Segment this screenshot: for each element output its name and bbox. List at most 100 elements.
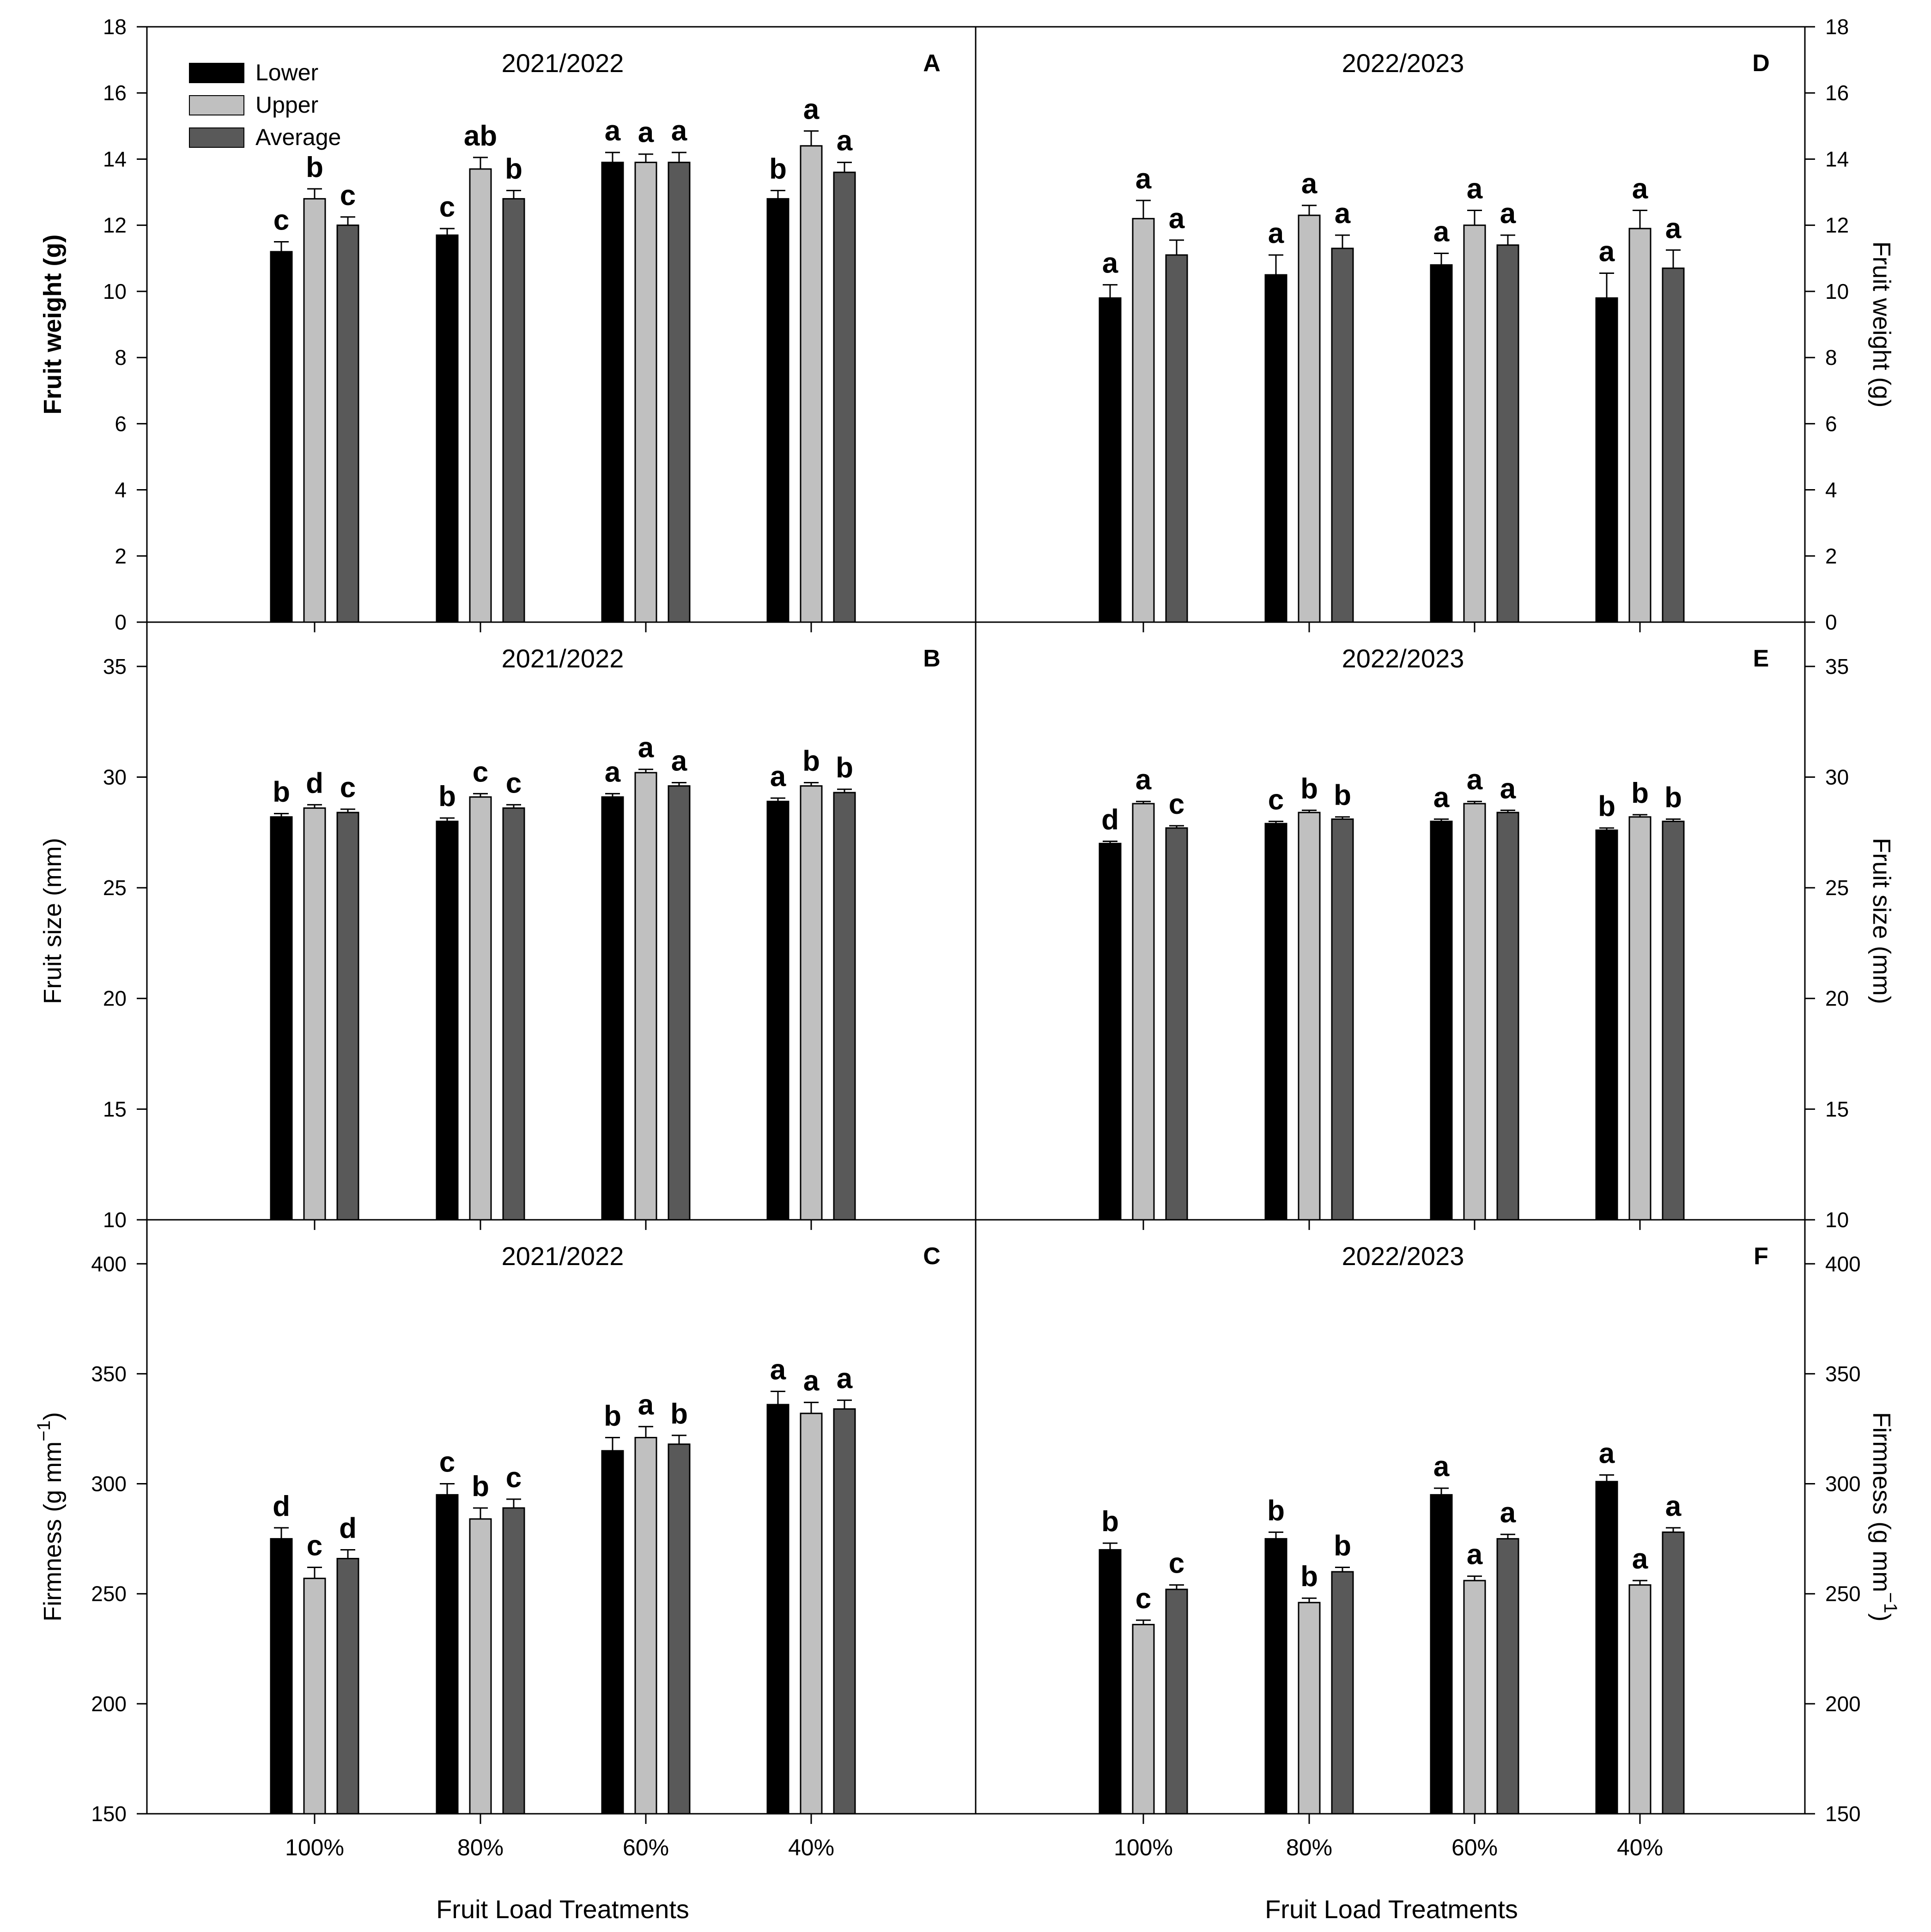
y-tick-label: 300 <box>1825 1472 1861 1496</box>
y-tick-label: 6 <box>115 412 127 436</box>
x-tick-label: 40% <box>788 1835 834 1860</box>
panel-letter: B <box>923 645 941 672</box>
significance-letter: b <box>1631 777 1649 809</box>
bar-lower <box>1099 297 1122 623</box>
legend-swatch-average <box>189 127 244 148</box>
bar-lower <box>601 796 624 1221</box>
significance-letter: b <box>670 1398 688 1430</box>
bar-upper <box>303 1577 326 1815</box>
y-axis-label-end: ) <box>1868 1613 1895 1622</box>
bar-upper <box>1132 218 1155 623</box>
y-tick-label: 14 <box>103 147 127 171</box>
y-tick-label: 35 <box>1825 654 1849 678</box>
bar-upper <box>469 796 492 1221</box>
panel-letter: D <box>1752 50 1770 77</box>
bar-lower <box>436 234 459 623</box>
bar-average <box>502 198 525 623</box>
significance-letter: c <box>1169 1548 1184 1580</box>
bar-average <box>1165 827 1188 1221</box>
significance-letter: b <box>438 781 456 812</box>
significance-letter: a <box>1467 1539 1483 1571</box>
panel-letter: E <box>1753 645 1769 672</box>
significance-letter: d <box>273 1490 290 1522</box>
y-tick-label: 18 <box>1825 15 1849 39</box>
bar-average <box>833 1408 856 1815</box>
significance-letter: b <box>769 153 787 185</box>
bar-average <box>336 812 359 1221</box>
bar-lower <box>766 800 789 1221</box>
legend-label-upper: Upper <box>255 92 318 118</box>
bar-upper <box>634 162 657 623</box>
significance-letter: a <box>837 1363 853 1395</box>
bar-upper <box>800 1412 823 1815</box>
significance-letter: a <box>1335 198 1351 230</box>
bar-average <box>1496 244 1519 623</box>
bar-lower <box>601 162 624 623</box>
bar-average <box>833 171 856 623</box>
y-tick-label: 20 <box>1825 987 1849 1011</box>
significance-letter: c <box>340 180 356 212</box>
bar-upper <box>1628 816 1652 1221</box>
bar-lower <box>270 816 293 1221</box>
significance-letter: a <box>1136 764 1152 796</box>
y-tick-label: 10 <box>103 1208 127 1232</box>
y-tick-label: 4 <box>1825 478 1837 502</box>
bar-average <box>668 162 691 623</box>
bar-average <box>502 807 525 1221</box>
significance-letter: a <box>1500 198 1516 230</box>
y-tick-label: 350 <box>1825 1362 1861 1386</box>
y-tick-label: 10 <box>103 279 127 303</box>
bar-upper <box>634 772 657 1221</box>
significance-letter: a <box>638 732 654 764</box>
significance-letter: a <box>1665 1490 1682 1522</box>
y-tick-label: 350 <box>91 1362 127 1386</box>
panel-title: 2022/2023 <box>1342 1242 1464 1271</box>
panel-title: 2021/2022 <box>502 1242 624 1271</box>
significance-letter: b <box>472 1471 489 1502</box>
significance-letter: b <box>1300 773 1318 805</box>
y-tick-label: 8 <box>115 345 127 369</box>
x-axis-title: Fruit Load Treatments <box>1265 1895 1518 1924</box>
bar-lower <box>601 1450 624 1815</box>
significance-letter: a <box>1268 218 1284 249</box>
legend-label-average: Average <box>255 124 341 150</box>
bar-upper <box>634 1437 657 1815</box>
significance-letter: b <box>1598 791 1615 823</box>
bar-upper <box>800 145 823 623</box>
panel-f: 150 200 250 300 350 400 Firmness (g mm−1) 2022/… <box>1099 1242 1901 1924</box>
significance-letter: b <box>604 1400 621 1432</box>
significance-letter: d <box>306 767 323 799</box>
bar-average <box>1165 1588 1188 1815</box>
significance-letter: a <box>1433 216 1450 248</box>
significance-letter: a <box>1301 168 1318 200</box>
y-tick-label: 15 <box>1825 1097 1849 1121</box>
x-tick-label: 40% <box>1617 1835 1663 1860</box>
significance-letter: d <box>1101 804 1119 836</box>
y-tick-label: 150 <box>91 1802 127 1826</box>
y-tick-label: 18 <box>103 15 127 39</box>
significance-letter: b <box>1664 782 1682 814</box>
bar-lower <box>1264 823 1287 1221</box>
significance-letter: c <box>340 772 356 804</box>
y-tick-label: 200 <box>1825 1692 1861 1716</box>
bar-upper <box>469 1518 492 1815</box>
panel-letter: F <box>1754 1243 1768 1270</box>
bar-upper <box>1298 812 1321 1221</box>
legend: Lower Upper Average <box>189 60 341 150</box>
significance-letter: a <box>1467 173 1483 205</box>
significance-letter: c <box>1268 784 1284 816</box>
legend-swatch-lower <box>189 63 244 83</box>
x-tick-label: 60% <box>623 1835 669 1860</box>
significance-letter: c <box>439 191 455 223</box>
bar-lower <box>1595 297 1618 623</box>
significance-letter: a <box>770 1354 786 1386</box>
bar-lower <box>270 251 293 623</box>
x-tick-label: 80% <box>1286 1835 1332 1860</box>
significance-letter: a <box>1500 773 1516 805</box>
significance-letter: a <box>1102 248 1118 279</box>
bar-upper <box>1628 1584 1652 1815</box>
y-tick-label: 16 <box>103 81 127 105</box>
legend-label-lower: Lower <box>255 60 318 85</box>
y-tick-label: 12 <box>1825 213 1849 237</box>
y-axis-label: Fruit size (mm) <box>1868 838 1895 1004</box>
